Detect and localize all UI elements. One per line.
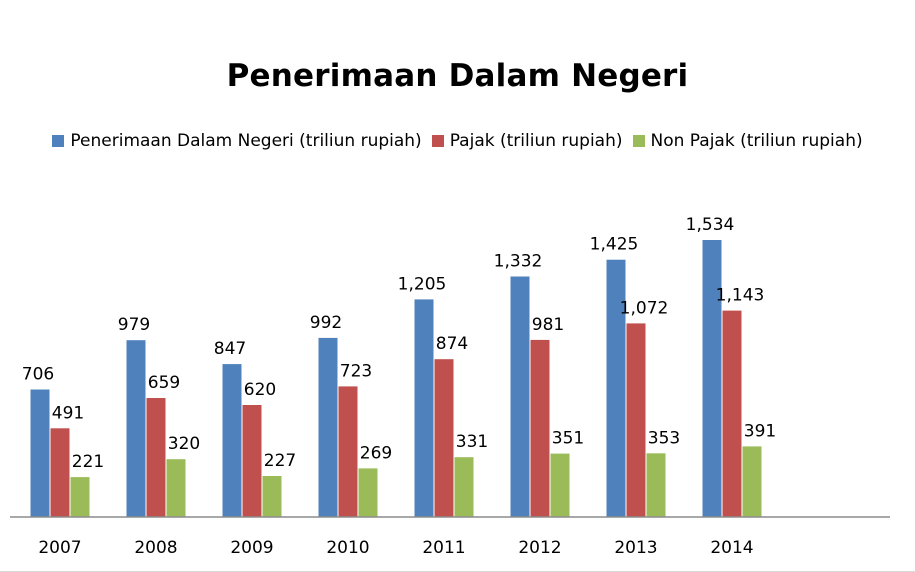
bar-non-pajak-2009 [262, 476, 282, 517]
bar-non-pajak-2014 [742, 446, 762, 517]
bar-pajak-2011 [434, 359, 454, 517]
data-label-pajak-2013: 1,072 [620, 298, 669, 318]
bar-pajak-2014 [722, 310, 742, 517]
bar-non-pajak-2013 [646, 453, 666, 517]
chart-legend: Penerimaan Dalam Negeri (triliun rupiah)… [0, 131, 915, 151]
bar-penerimaan-2009 [222, 364, 242, 517]
bar-non-pajak-2011 [454, 457, 474, 517]
x-tick-label-2009: 2009 [230, 538, 273, 558]
legend-swatch-non-pajak [632, 135, 645, 147]
data-label-penerimaan-2012: 1,332 [494, 252, 543, 272]
data-label-non-pajak-2011: 331 [456, 432, 488, 452]
bar-non-pajak-2007 [70, 477, 90, 517]
bar-penerimaan-2010 [318, 337, 338, 517]
bar-pajak-2010 [338, 386, 358, 517]
x-tick-label-2007: 2007 [38, 538, 81, 558]
legend-label-penerimaan: Penerimaan Dalam Negeri (triliun rupiah) [70, 131, 422, 151]
bar-pajak-2007 [50, 428, 70, 517]
x-tick-label-2013: 2013 [614, 538, 657, 558]
data-label-penerimaan-2007: 706 [22, 365, 54, 385]
data-label-non-pajak-2009: 227 [264, 451, 296, 471]
bar-pajak-2008 [146, 398, 166, 517]
bar-penerimaan-2011 [414, 299, 434, 517]
data-label-non-pajak-2007: 221 [72, 452, 104, 472]
bar-non-pajak-2008 [166, 459, 186, 517]
data-label-penerimaan-2010: 992 [310, 313, 342, 333]
data-label-pajak-2008: 659 [148, 373, 180, 393]
x-tick-label-2011: 2011 [422, 538, 465, 558]
data-label-non-pajak-2010: 269 [360, 443, 392, 463]
legend-item-non-pajak: Non Pajak (triliun rupiah) [632, 131, 863, 151]
data-label-pajak-2009: 620 [244, 380, 276, 400]
data-label-penerimaan-2008: 979 [118, 315, 150, 335]
bar-penerimaan-2014 [702, 240, 722, 517]
bar-penerimaan-2012 [510, 276, 530, 517]
data-label-pajak-2007: 491 [52, 403, 84, 423]
x-tick-label-2008: 2008 [134, 538, 177, 558]
data-label-non-pajak-2014: 391 [744, 421, 776, 441]
legend-label-non-pajak: Non Pajak (triliun rupiah) [650, 131, 863, 151]
bar-penerimaan-2007 [30, 389, 50, 517]
data-label-non-pajak-2013: 353 [648, 428, 680, 448]
data-label-penerimaan-2009: 847 [214, 339, 246, 359]
bar-non-pajak-2012 [550, 453, 570, 517]
data-label-penerimaan-2013: 1,425 [590, 235, 639, 255]
data-label-pajak-2011: 874 [436, 334, 468, 354]
data-label-non-pajak-2012: 351 [552, 429, 584, 449]
x-tick-label-2010: 2010 [326, 538, 369, 558]
bar-penerimaan-2013 [606, 259, 626, 517]
data-label-pajak-2012: 981 [532, 315, 564, 335]
bar-non-pajak-2010 [358, 468, 378, 517]
chart-title: Penerimaan Dalam Negeri [226, 58, 689, 94]
bar-pajak-2013 [626, 323, 646, 517]
data-label-pajak-2014: 1,143 [716, 286, 765, 306]
x-tick-label-2014: 2014 [710, 538, 753, 558]
legend-swatch-pajak [431, 135, 444, 147]
legend-item-penerimaan: Penerimaan Dalam Negeri (triliun rupiah) [52, 131, 422, 151]
data-label-pajak-2010: 723 [340, 361, 372, 381]
legend-item-pajak: Pajak (triliun rupiah) [431, 131, 623, 151]
x-tick-label-2012: 2012 [518, 538, 561, 558]
legend-label-pajak: Pajak (triliun rupiah) [449, 131, 623, 151]
data-label-penerimaan-2011: 1,205 [398, 274, 447, 294]
bar-pajak-2012 [530, 339, 550, 517]
data-label-penerimaan-2014: 1,534 [686, 215, 735, 235]
bar-penerimaan-2008 [126, 340, 146, 517]
legend-swatch-penerimaan [52, 135, 65, 147]
data-label-non-pajak-2008: 320 [168, 434, 200, 454]
bar-pajak-2009 [242, 405, 262, 517]
